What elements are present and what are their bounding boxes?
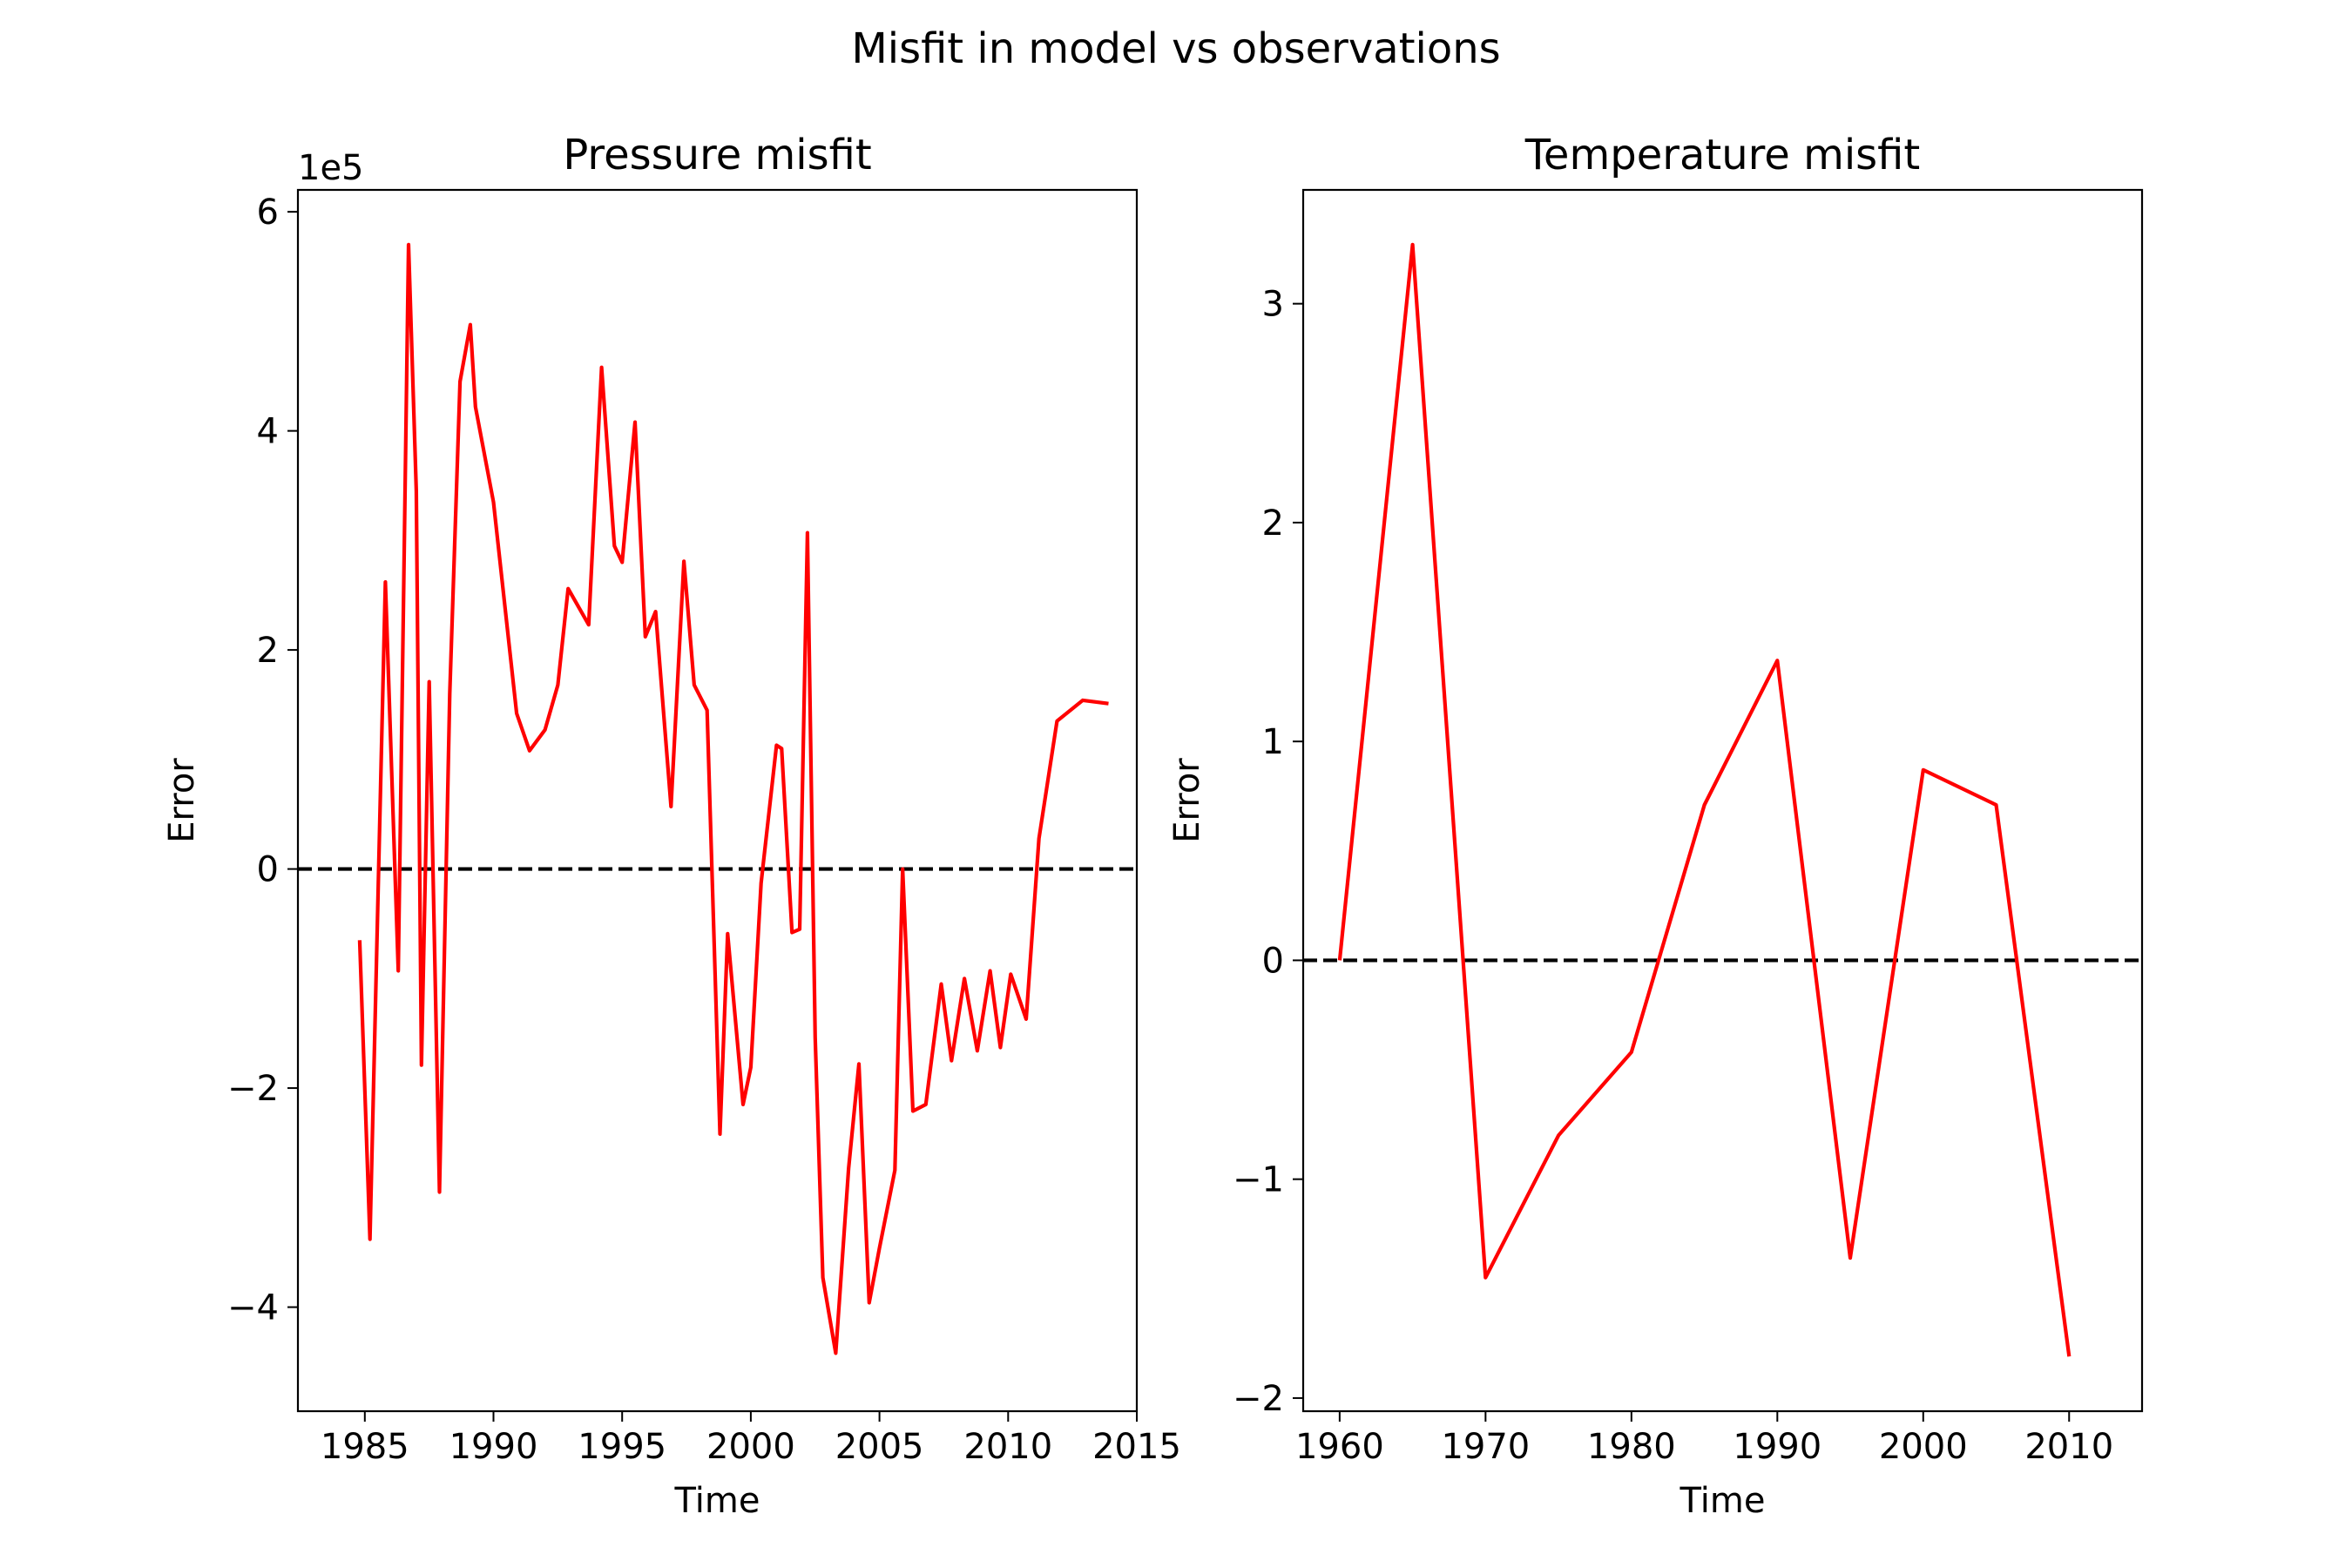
pressure-x-tick-label: 1995 [578,1427,666,1467]
pressure-y-tick-label: −2 [227,1069,279,1109]
pressure-y-tick-label: 4 [257,412,279,452]
temperature-y-tick-label: −2 [1233,1379,1284,1419]
pressure-x-tick-label: 2005 [835,1427,924,1467]
pressure-x-tick-label: 2010 [963,1427,1052,1467]
pressure-axes-frame [296,188,1139,1413]
pressure-x-tick-label: 2000 [706,1427,795,1467]
temperature-series-line [1337,242,2072,1357]
pressure-x-axis-label: Time [674,1481,760,1521]
pressure-y-offset-label: 1e5 [298,148,364,188]
pressure-y-tick-label: −4 [227,1288,279,1328]
temperature-y-tick-label: 2 [1262,504,1284,544]
pressure-chart-title: Pressure misfit [563,131,871,179]
temperature-x-tick-label: 1970 [1441,1427,1530,1467]
pressure-y-tick-label: 6 [257,193,279,233]
pressure-x-tick-label: 1985 [321,1427,409,1467]
pressure-series-line [357,242,1109,1355]
temperature-x-tick-label: 1960 [1295,1427,1384,1467]
temperature-x-tick-label: 1980 [1587,1427,1676,1467]
temperature-y-tick-label: −1 [1233,1160,1284,1200]
temperature-y-tick-label: 0 [1262,941,1284,981]
pressure-y-tick-label: 2 [257,631,279,671]
temperature-x-axis-label: Time [1680,1481,1766,1521]
temperature-x-tick-label: 2010 [2024,1427,2113,1467]
temperature-x-tick-label: 2000 [1879,1427,1968,1467]
temperature-misfit-chart: 1960 1970 1980 1990 2000 2010 −2 −1 0 1 2 3 Temperat… [1167,131,2144,1521]
temperature-y-axis-label: Error [1167,758,1207,843]
pressure-x-tick-label: 2015 [1092,1427,1181,1467]
figure-suptitle: Misfit in model vs observations [851,24,1500,73]
temperature-axes-frame [1301,188,2144,1413]
temperature-y-tick-label: 1 [1262,722,1284,762]
pressure-y-tick-label: 0 [257,850,279,890]
pressure-misfit-chart: 1985 1990 1995 2000 2005 2010 2015 −4 −2 0 2 4 6 Pres… [162,131,1181,1521]
pressure-x-tick-label: 1990 [449,1427,538,1467]
temperature-y-tick-label: 3 [1262,285,1284,325]
pressure-y-axis-label: Error [162,758,202,843]
temperature-x-tick-label: 1990 [1733,1427,1821,1467]
temperature-chart-title: Temperature misfit [1524,131,1920,179]
